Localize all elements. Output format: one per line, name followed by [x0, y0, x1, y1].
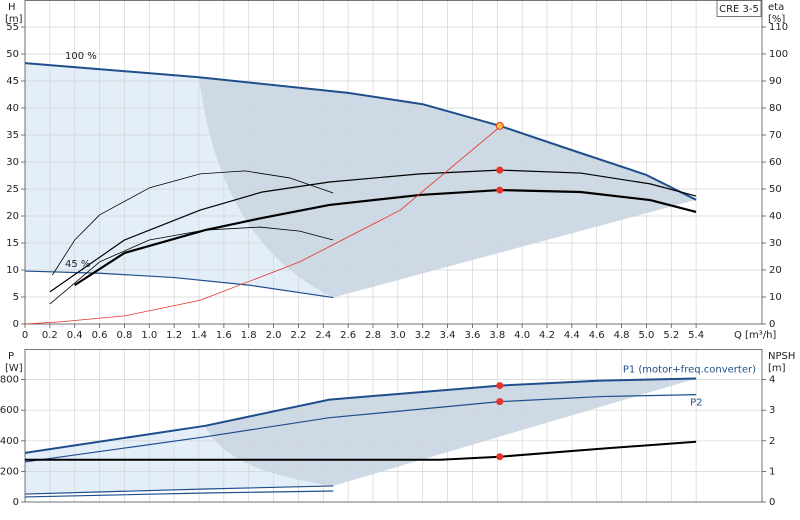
operating-point: [496, 453, 504, 461]
x-tick-label: 1.8: [241, 330, 257, 341]
curve: [74, 188, 697, 287]
y-axis-unit: [W]: [5, 363, 23, 374]
y-tick-label: 400: [0, 436, 19, 447]
y2-axis-unit: [m]: [768, 363, 786, 374]
y-tick-label: 20: [6, 211, 19, 222]
x-tick-label: 2.2: [290, 330, 306, 341]
y-tick-label: 30: [6, 157, 19, 168]
x-tick-label: 0.2: [42, 330, 58, 341]
plot-frame: [24, 0, 763, 325]
curve: [24, 393, 697, 463]
x-tick-label: 5.2: [663, 330, 679, 341]
operating-point: [496, 382, 504, 390]
curve: [25, 440, 697, 461]
y2-axis-label: NPSH: [768, 351, 795, 362]
x-tick-label: 5.0: [638, 330, 654, 341]
y-tick-label: 5: [13, 292, 19, 303]
curve: [24, 490, 334, 498]
model-label: CRE 3-5: [719, 4, 759, 15]
x-tick-label: 3.0: [390, 330, 406, 341]
y-tick-label: 800: [0, 375, 19, 386]
y2-tick-label: 80: [769, 103, 782, 114]
curve: [24, 377, 697, 454]
curve-label: 100 %: [65, 51, 97, 62]
y-tick-label: 40: [6, 103, 19, 114]
x-tick-label: 3.6: [464, 330, 480, 341]
operating-point: [496, 166, 504, 174]
curve: [24, 62, 697, 201]
curve: [49, 169, 697, 293]
operating-area: [205, 378, 697, 486]
y2-axis-label: eta: [768, 2, 784, 13]
y2-tick-label: 60: [769, 157, 782, 168]
y2-tick-label: 90: [769, 76, 782, 87]
x-tick-label: 1.0: [141, 330, 157, 341]
operating-point: [496, 186, 504, 194]
y-axis-unit: [m]: [5, 14, 23, 25]
x-tick-label: 2.4: [315, 330, 331, 341]
y-axis-label: H: [8, 2, 16, 13]
x-tick-label: 0.8: [116, 330, 132, 341]
x-tick-label: 5.4: [688, 330, 704, 341]
x-tick-label: 0.6: [92, 330, 108, 341]
curve-label: P1 (motor+freq.converter): [623, 365, 756, 376]
x-tick-label: 0: [22, 330, 28, 341]
y-tick-label: 0: [13, 497, 19, 508]
y-tick-label: 10: [6, 265, 19, 276]
y2-tick-label: 20: [769, 265, 782, 276]
y2-tick-label: 1: [769, 466, 775, 477]
x-tick-label: 3.2: [415, 330, 431, 341]
y-axis-label: P: [8, 351, 14, 362]
x-tick-label: 0.4: [67, 330, 83, 341]
low-speed-area: [25, 63, 334, 298]
plot-frame: [24, 349, 763, 503]
y2-tick-label: 50: [769, 184, 782, 195]
y2-axis-unit: [%]: [768, 14, 785, 25]
y2-tick-label: 110: [769, 22, 788, 33]
x-tick-label: 4.6: [589, 330, 605, 341]
y-tick-label: 50: [6, 49, 19, 60]
x-tick-label: 4.4: [564, 330, 580, 341]
y2-tick-label: 4: [769, 375, 775, 386]
x-tick-label: 2.8: [365, 330, 381, 341]
y-tick-label: 0: [13, 319, 19, 330]
y2-tick-label: 30: [769, 238, 782, 249]
x-tick-label: 1.2: [166, 330, 182, 341]
y2-tick-label: 3: [769, 405, 775, 416]
x-tick-label: 3.4: [440, 330, 456, 341]
y2-tick-label: 0: [769, 497, 775, 508]
curve: [24, 126, 501, 325]
curve-label: P2: [690, 398, 702, 409]
y2-tick-label: 10: [769, 292, 782, 303]
y2-tick-label: 2: [769, 436, 775, 447]
x-tick-label: 4.0: [514, 330, 530, 341]
x-tick-label: 2.0: [266, 330, 282, 341]
y2-tick-label: 70: [769, 130, 782, 141]
x-tick-label: 4.2: [539, 330, 555, 341]
curve: [24, 485, 334, 495]
x-axis-label: Q [m³/h]: [734, 330, 776, 341]
x-tick-label: 3.8: [489, 330, 505, 341]
operating-point: [496, 398, 504, 406]
y-tick-label: 25: [6, 184, 19, 195]
y-tick-label: 200: [0, 466, 19, 477]
y-tick-label: 15: [6, 238, 19, 249]
y-tick-label: 35: [6, 130, 19, 141]
x-tick-label: 4.8: [614, 330, 630, 341]
x-tick-label: 1.6: [216, 330, 232, 341]
y2-tick-label: 100: [769, 49, 788, 60]
x-tick-label: 2.6: [340, 330, 356, 341]
model-box: [716, 0, 762, 17]
curve: [52, 170, 334, 276]
operating-point: [495, 121, 504, 130]
curve: [24, 270, 334, 299]
y2-tick-label: 40: [769, 211, 782, 222]
curve-label: 45 %: [65, 259, 90, 270]
y-tick-label: 600: [0, 405, 19, 416]
y-tick-label: 45: [6, 76, 19, 87]
x-tick-label: 1.4: [191, 330, 207, 341]
y-tick-label: 55: [6, 22, 19, 33]
y2-tick-label: 0: [769, 319, 775, 330]
